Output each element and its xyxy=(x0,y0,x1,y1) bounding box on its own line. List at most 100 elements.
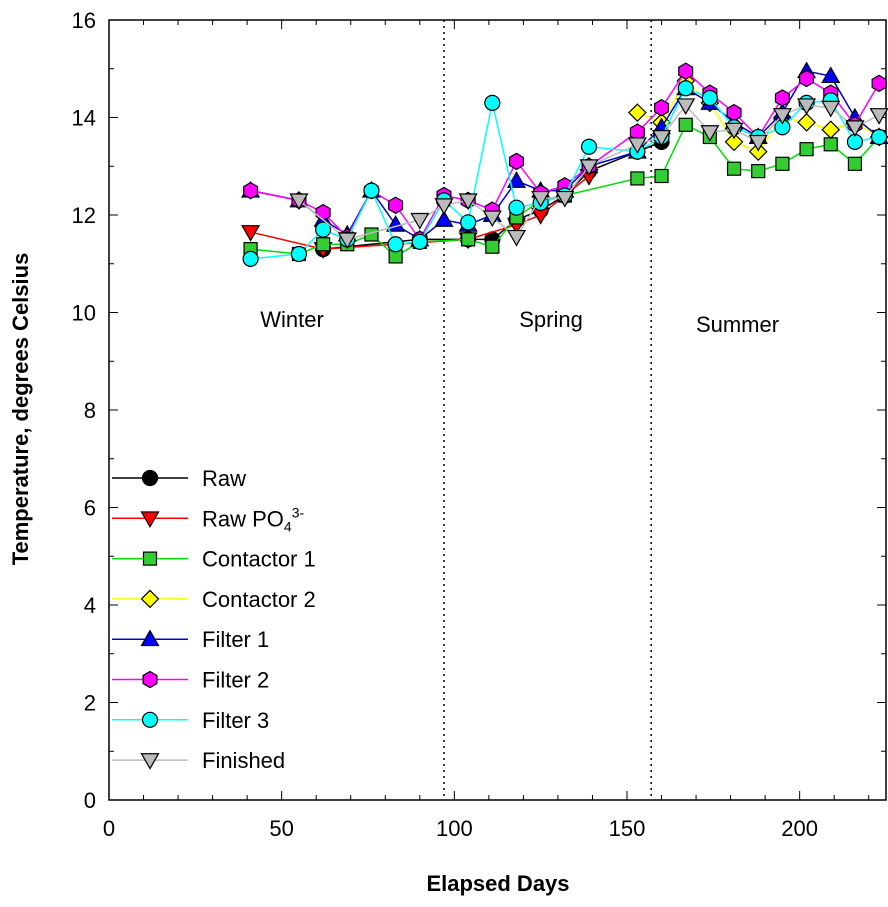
data-point xyxy=(315,203,331,222)
legend-label: Raw PO43- xyxy=(202,504,305,534)
x-tick-label: 100 xyxy=(436,816,473,841)
x-tick-label: 200 xyxy=(781,816,818,841)
data-point xyxy=(580,138,598,155)
data-point xyxy=(630,171,645,186)
y-tick-label: 10 xyxy=(72,301,96,326)
data-point xyxy=(871,74,887,93)
legend-label: Filter 3 xyxy=(202,708,269,733)
y-tick-label: 2 xyxy=(84,691,96,716)
data-point xyxy=(701,89,718,107)
data-point xyxy=(654,168,669,184)
legend-label: Filter 1 xyxy=(202,627,269,652)
data-point xyxy=(748,134,768,152)
data-point xyxy=(508,152,525,171)
data-point xyxy=(726,103,742,122)
legend-marker xyxy=(142,551,158,566)
axis-ticks xyxy=(108,19,886,801)
legend-marker xyxy=(140,629,160,647)
data-point xyxy=(531,190,551,208)
axis-tick-labels: 0 50 100 150 200 0 2 4 6 8 10 12 14 16 xyxy=(72,8,819,841)
data-point xyxy=(506,171,527,188)
legend-entry: Filter 2 xyxy=(112,668,269,693)
season-label: Summer xyxy=(696,312,779,337)
data-point xyxy=(821,120,841,140)
legend-marker xyxy=(142,670,158,689)
legend-entry: Contactor 2 xyxy=(112,587,316,612)
data-point xyxy=(677,80,694,97)
y-tick-label: 16 xyxy=(72,8,96,33)
x-tick-label: 0 xyxy=(103,816,115,841)
y-tick-label: 0 xyxy=(84,788,96,813)
series-filter-2 xyxy=(243,62,887,249)
data-point xyxy=(434,210,454,227)
legend-label: Contactor 1 xyxy=(202,547,316,572)
data-point xyxy=(386,215,406,232)
y-axis-label: Temperature, degrees Celsius xyxy=(8,253,33,566)
data-point xyxy=(290,245,308,263)
data-point xyxy=(797,98,817,116)
data-point xyxy=(555,190,575,208)
data-point xyxy=(751,164,766,179)
data-point xyxy=(315,221,332,238)
legend-label: Raw xyxy=(202,466,246,491)
y-tick-label: 8 xyxy=(84,398,96,423)
data-point xyxy=(724,122,744,140)
data-point xyxy=(774,89,790,107)
data-point xyxy=(724,132,744,152)
legend-entry: Contactor 1 xyxy=(112,547,316,572)
data-point xyxy=(434,198,454,215)
data-point xyxy=(410,212,430,230)
data-point xyxy=(700,125,720,142)
series-line xyxy=(323,141,662,250)
x-axis-label: Elapsed Days xyxy=(426,871,569,896)
data-point xyxy=(799,69,815,88)
legend: Raw Raw PO43- Contactor 1 Contactor 2 Filter… xyxy=(112,466,316,773)
legend-label: Filter 2 xyxy=(202,668,269,693)
data-point xyxy=(821,66,841,84)
season-label: Winter xyxy=(260,307,324,332)
data-series xyxy=(241,61,888,267)
data-point xyxy=(241,225,261,242)
data-point xyxy=(388,196,404,214)
data-point xyxy=(337,232,357,250)
legend-entry: Filter 3 xyxy=(112,708,269,733)
data-point xyxy=(627,137,647,155)
data-point xyxy=(289,193,309,211)
season-label: Spring xyxy=(519,307,583,332)
season-dividers xyxy=(443,20,652,800)
data-point xyxy=(460,214,477,231)
legend-label: Contactor 2 xyxy=(202,587,316,612)
data-point xyxy=(676,98,696,116)
legend-marker xyxy=(141,469,159,487)
data-point xyxy=(387,236,404,253)
legend-label: Finished xyxy=(202,748,285,773)
data-point xyxy=(726,161,742,176)
data-point xyxy=(797,113,816,132)
data-point xyxy=(506,229,527,247)
y-tick-label: 6 xyxy=(84,496,96,521)
data-point xyxy=(870,128,888,146)
data-point xyxy=(508,199,525,216)
data-point xyxy=(847,156,863,171)
series-filter-1 xyxy=(241,61,888,247)
data-point xyxy=(748,142,768,161)
data-point xyxy=(484,94,501,111)
legend-entry: Raw xyxy=(112,466,246,491)
data-point xyxy=(772,108,792,125)
data-point xyxy=(775,156,790,171)
data-point xyxy=(461,232,476,247)
series-finished xyxy=(289,98,888,250)
data-point xyxy=(654,99,670,117)
data-point xyxy=(242,250,259,267)
data-point xyxy=(316,237,331,252)
legend-marker xyxy=(141,711,159,728)
data-point xyxy=(651,130,672,147)
data-point xyxy=(678,117,693,132)
legend-entry: Raw PO43- xyxy=(112,504,305,534)
data-point xyxy=(363,182,380,199)
data-point xyxy=(458,193,478,211)
season-labels: Winter Spring Summer xyxy=(260,307,779,337)
x-tick-label: 150 xyxy=(609,816,646,841)
